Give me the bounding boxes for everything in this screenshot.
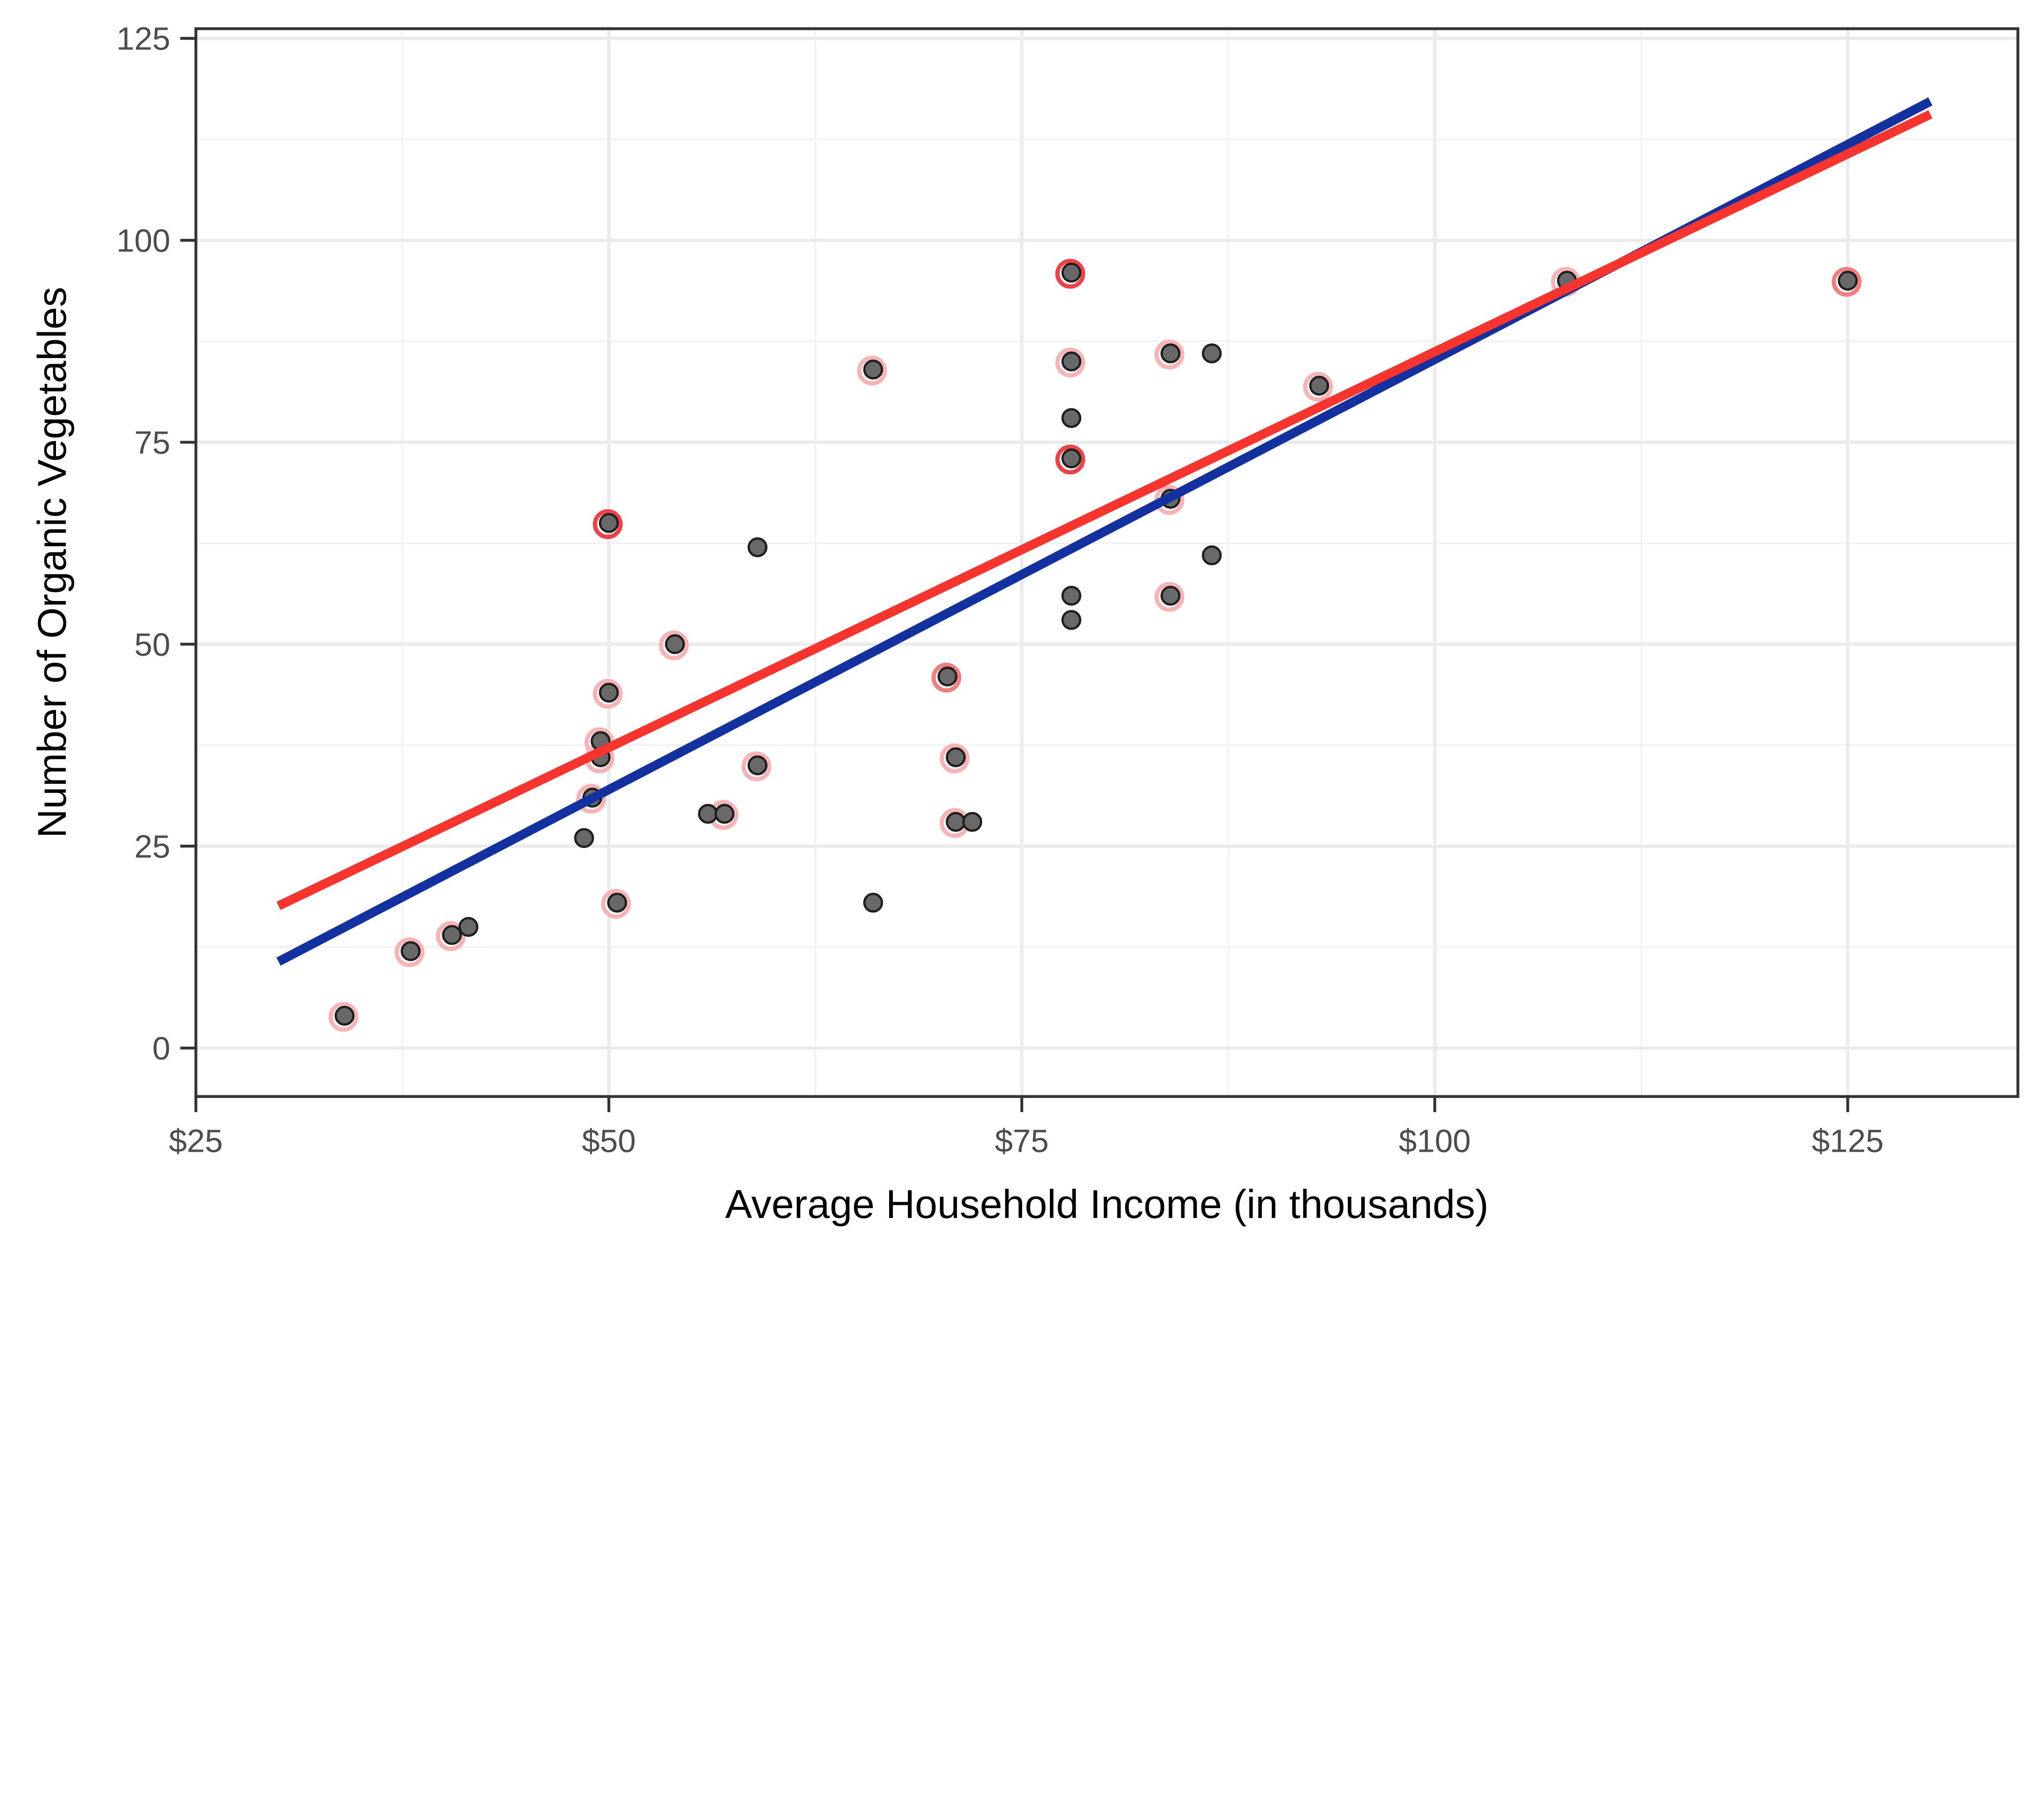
data-point bbox=[665, 634, 685, 654]
y-tick-label: 75 bbox=[134, 424, 170, 460]
x-axis-title: Average Household Income (in thousands) bbox=[725, 1182, 1488, 1227]
y-tick-label: 50 bbox=[134, 626, 170, 662]
flagged-point-halo bbox=[593, 679, 623, 709]
flagged-point-halo bbox=[1055, 444, 1085, 475]
x-tick-label: $75 bbox=[995, 1122, 1049, 1159]
flagged-point-halo bbox=[1055, 259, 1085, 289]
data-point bbox=[458, 917, 479, 937]
flagged-point-halo bbox=[1055, 348, 1085, 378]
flagged-point-halo bbox=[394, 937, 425, 967]
data-point bbox=[1201, 343, 1222, 363]
flagged-point-halo bbox=[659, 630, 689, 660]
data-point bbox=[1160, 343, 1181, 363]
data-point bbox=[574, 828, 594, 848]
flagged-point-halo bbox=[576, 784, 606, 814]
flagged-point-halo bbox=[939, 743, 970, 774]
y-tick-label: 125 bbox=[117, 20, 170, 57]
data-point bbox=[698, 804, 718, 824]
data-point bbox=[1061, 585, 1082, 606]
data-point bbox=[937, 666, 958, 686]
data-point bbox=[334, 1006, 355, 1026]
data-point bbox=[1061, 408, 1082, 428]
flagged-point-halo bbox=[328, 1002, 359, 1032]
data-point bbox=[747, 755, 768, 776]
red-fit-line bbox=[276, 110, 1932, 910]
flagged-point-halo bbox=[593, 509, 623, 539]
x-tick-label: $100 bbox=[1399, 1122, 1471, 1159]
data-point bbox=[599, 513, 619, 533]
flagged-point-halo bbox=[1831, 267, 1862, 297]
data-point bbox=[1838, 271, 1858, 291]
data-point bbox=[1061, 610, 1082, 630]
x-tick-label: $25 bbox=[169, 1122, 223, 1159]
data-point bbox=[714, 804, 735, 824]
panel-border bbox=[194, 27, 2019, 1098]
flagged-point-halo bbox=[1154, 339, 1184, 370]
data-point bbox=[599, 682, 619, 703]
data-point bbox=[1061, 351, 1082, 372]
flagged-point-halo bbox=[601, 889, 631, 919]
data-point bbox=[1061, 448, 1082, 469]
data-point bbox=[962, 812, 982, 832]
data-point bbox=[401, 941, 421, 961]
y-axis-title: Number of Organic Vegetables bbox=[29, 287, 74, 838]
data-point bbox=[1160, 585, 1181, 606]
flagged-point-halo bbox=[931, 662, 961, 693]
scatter-chart: 0 25 50 75 100 125 $25 $50 $75 $100 $125 Average H… bbox=[29, 20, 2019, 1227]
x-tick-label: $125 bbox=[1812, 1122, 1884, 1159]
data-point bbox=[1309, 376, 1329, 396]
flagged-point-halo bbox=[1154, 582, 1184, 612]
data-point bbox=[863, 893, 883, 913]
x-tick-label: $50 bbox=[582, 1122, 636, 1159]
data-point bbox=[1201, 545, 1222, 565]
plot-area: 0 25 50 75 100 125 $25 $50 $75 $100 $125 bbox=[117, 20, 2019, 1159]
y-tick-label: 25 bbox=[134, 828, 170, 864]
data-point bbox=[863, 359, 883, 380]
flagged-point-halo bbox=[1303, 372, 1333, 402]
data-point bbox=[1061, 262, 1082, 283]
data-point bbox=[747, 537, 768, 557]
data-point bbox=[946, 812, 966, 832]
y-tick-label: 0 bbox=[152, 1030, 170, 1066]
flagged-point-halo bbox=[436, 921, 466, 951]
scatter-plot-figure: 0 25 50 75 100 125 $25 $50 $75 $100 $125 Average H… bbox=[29, 20, 2019, 1227]
data-point bbox=[442, 925, 462, 945]
flagged-point-halo bbox=[741, 751, 771, 782]
flagged-point-halo bbox=[857, 356, 887, 386]
panel-background bbox=[196, 29, 2018, 1097]
data-point bbox=[607, 893, 627, 913]
y-tick-label: 100 bbox=[117, 222, 170, 259]
data-point bbox=[946, 747, 966, 767]
